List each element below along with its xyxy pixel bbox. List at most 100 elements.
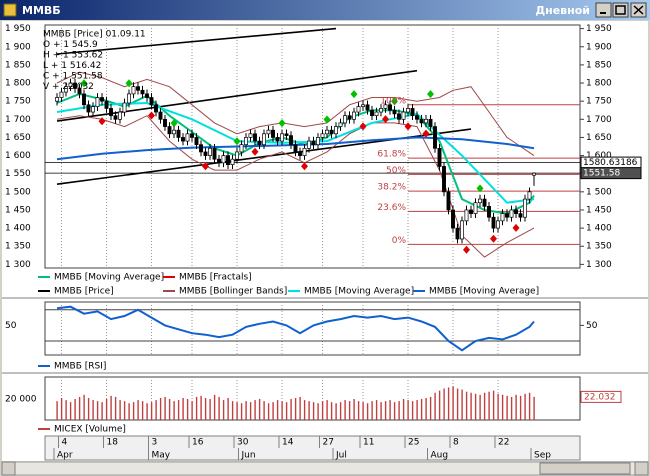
price-tag-label: 1580.63186: [583, 158, 638, 168]
x-tick-label: 4: [62, 438, 68, 448]
scroll-left[interactable]: [1, 461, 16, 476]
x-tick-label: 8: [453, 438, 459, 448]
fib-label: 38.2%: [377, 183, 406, 193]
y-tick-label: 1 750: [5, 97, 31, 107]
candle-body: [370, 109, 374, 117]
candle-body: [109, 108, 113, 117]
candle-body: [410, 108, 415, 117]
candle-body: [473, 202, 478, 214]
volume-bar: [510, 396, 513, 420]
legend-label: ММВБ [Moving Average]: [54, 273, 164, 283]
y-tick-label-right: 1 750: [586, 97, 612, 107]
candle-body: [523, 198, 527, 218]
volume-bar: [281, 401, 283, 420]
y-tick-label: 50: [5, 321, 17, 331]
candle-body: [253, 133, 257, 142]
volume-bar: [200, 395, 202, 420]
y-tick-label: 1 450: [5, 205, 31, 215]
scroll-thumb[interactable]: [539, 462, 631, 475]
candle-body: [113, 115, 118, 120]
volume-bar: [380, 402, 382, 420]
candle-body: [334, 126, 338, 135]
candle-body: [478, 198, 482, 204]
scroll-right[interactable]: [634, 461, 649, 476]
volume-bar: [479, 394, 481, 420]
fractal-marker: [233, 137, 241, 146]
volume-bar: [335, 403, 337, 420]
volume-tag: [580, 390, 622, 403]
candle-body: [338, 122, 343, 127]
volume-bar: [357, 401, 360, 420]
volume-bar: [114, 396, 117, 420]
volume-bar: [501, 394, 504, 420]
volume-bar: [119, 400, 121, 420]
volume-bar: [398, 401, 400, 420]
candle-body: [509, 209, 514, 218]
x-tick-label: 3: [152, 438, 158, 448]
candle-body: [397, 113, 401, 120]
candle-body: [262, 133, 266, 146]
volume-bar: [488, 391, 490, 420]
y-tick-label-right: 1 600: [586, 151, 612, 161]
candle-body: [401, 111, 406, 120]
x-tick-label: 14: [282, 438, 294, 448]
y-tick-label: 1 400: [5, 224, 31, 234]
volume-bar: [146, 403, 148, 420]
candle-body: [532, 172, 536, 176]
date-axis: [44, 435, 581, 461]
volume-bar: [366, 403, 369, 420]
volume-bar: [101, 402, 103, 420]
candle-body: [239, 144, 244, 153]
candle-body: [424, 118, 428, 124]
volume-bar: [425, 397, 427, 420]
x-tick-label: 22: [498, 438, 509, 448]
fractal-marker: [323, 115, 331, 124]
volume-bar: [132, 402, 135, 420]
fib-label: 23.6%: [377, 203, 406, 213]
candle-body: [311, 140, 316, 146]
volume-bar: [236, 402, 238, 420]
volume-bar: [339, 402, 342, 420]
volume-bar: [258, 399, 261, 420]
info-line: H + 1 553.62: [43, 51, 103, 61]
candle-body: [154, 104, 158, 113]
info-line: V + 22 032: [43, 82, 94, 92]
volume-bar: [353, 399, 355, 420]
price-panel: [44, 24, 581, 269]
y-tick-label: 1 550: [5, 169, 31, 179]
volume-bar: [231, 401, 234, 420]
volume-bar: [474, 393, 477, 420]
candle-body: [365, 104, 370, 111]
candle-body: [320, 133, 325, 138]
fractal-marker: [391, 97, 398, 106]
candle-body: [307, 140, 311, 149]
candle-body: [356, 106, 361, 113]
x-tick-label: 11: [363, 438, 374, 448]
candle-body: [419, 118, 424, 124]
window-icon: [3, 3, 17, 17]
bollinger-band: [56, 115, 535, 258]
volume-bar: [164, 396, 166, 420]
fib-label: 61.8%: [377, 150, 406, 160]
minimize-button[interactable]: [595, 2, 612, 18]
volume-bar: [371, 401, 373, 420]
volume-bar: [105, 399, 108, 420]
candle-body: [446, 191, 451, 211]
fractal-marker: [404, 122, 412, 131]
volume-bar: [177, 400, 180, 420]
volume-bar: [245, 401, 247, 420]
legend-label: ММВБ [Moving Average]: [304, 287, 414, 297]
x-tick-label: 18: [107, 438, 119, 448]
candle-body: [181, 137, 185, 142]
candle-body: [217, 158, 221, 164]
candle-body: [86, 104, 91, 113]
candle-body: [176, 129, 181, 138]
candle-body: [55, 97, 59, 102]
volume-bar: [186, 399, 189, 420]
candle-body: [469, 209, 473, 214]
candle-body: [127, 93, 131, 104]
y-tick-label-right: 50: [586, 321, 598, 331]
volume-bar: [456, 388, 459, 420]
candle-body: [455, 227, 460, 240]
candle-body: [442, 166, 446, 193]
